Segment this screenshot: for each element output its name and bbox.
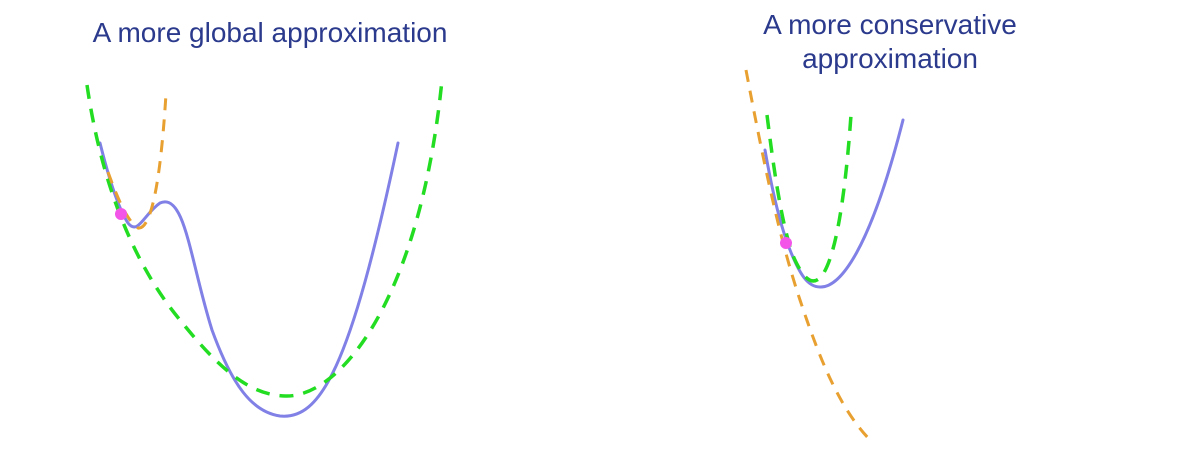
panel-conservative: A more conservative approximation — [595, 0, 1190, 458]
expansion-point-right — [780, 237, 792, 249]
global-approximation-curve-left — [85, 79, 444, 398]
conservative-approximation-curve-right — [744, 69, 874, 444]
panel-title-conservative: A more conservative approximation — [700, 8, 1080, 76]
local-approximation-curve-left — [106, 93, 168, 230]
panel-global: A more global approximation — [92, 17, 448, 48]
global-approximation-curve-right — [765, 114, 853, 283]
panel-title-global: A more global approximation — [92, 17, 448, 48]
expansion-point-left — [115, 208, 127, 220]
panel-title-conservative-line1: A more conservative — [763, 9, 1017, 40]
objective-curve-right — [763, 118, 905, 289]
objective-curve-left — [98, 141, 400, 418]
panel-title-conservative-line2: approximation — [802, 43, 978, 74]
